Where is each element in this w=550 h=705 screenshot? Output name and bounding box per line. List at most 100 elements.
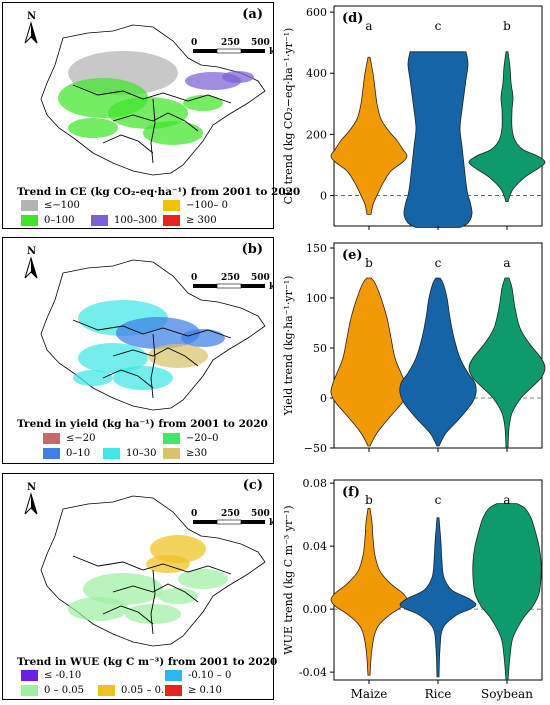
scale-unit: km bbox=[269, 518, 273, 528]
scale-tick-label: 500 bbox=[251, 273, 270, 283]
legend-label: 100–300 bbox=[114, 215, 158, 226]
legend-label: 0.05 – 0.10 bbox=[121, 685, 177, 696]
scale-bar: 0 250 500km bbox=[191, 509, 273, 528]
crop-trend-patch bbox=[68, 118, 118, 138]
scale-segment bbox=[216, 283, 242, 289]
legend-label: ≥ 0.10 bbox=[188, 685, 222, 696]
north-label: N bbox=[27, 482, 36, 493]
legend-item: ≤ -0.10 bbox=[21, 670, 81, 681]
map-graphic: N 0 250 500km bbox=[24, 11, 273, 176]
violin-soybean bbox=[468, 51, 546, 202]
legend-swatch bbox=[21, 685, 38, 696]
legend-item: ≥30 bbox=[163, 448, 207, 459]
map-graphic: N 0 250 500km bbox=[24, 246, 273, 411]
legend-item: 10–30 bbox=[103, 448, 156, 459]
y-tick-label: 0.08 bbox=[303, 477, 328, 490]
scale-segment bbox=[241, 49, 265, 53]
violin-maize bbox=[330, 507, 408, 676]
legend-item: 100–300 bbox=[91, 215, 157, 226]
crop-trend-patch bbox=[148, 344, 208, 368]
y-axis-label: WUE trend (kg C m⁻³ yr⁻¹) bbox=[282, 505, 295, 654]
y-tick-label: −50 bbox=[304, 442, 327, 455]
province-border bbox=[72, 555, 232, 575]
legend-item: -0.10 – 0 bbox=[165, 670, 231, 681]
significance-letter: a bbox=[503, 493, 510, 507]
legend-swatch bbox=[91, 215, 108, 226]
scale-segment bbox=[193, 49, 217, 53]
violin-panel: (e) −50 0 50 100 150 Yield trend (kg·ha⁻¹·yr⁻¹… bbox=[282, 242, 546, 455]
scale-bar: 0 250 500km bbox=[191, 38, 273, 57]
legend-swatch bbox=[43, 448, 60, 459]
y-tick-label: 400 bbox=[306, 67, 327, 80]
legend-item: −20–0 bbox=[163, 433, 218, 444]
y-tick-label: 0.00 bbox=[303, 603, 328, 616]
province-border bbox=[102, 369, 154, 389]
province-border bbox=[102, 134, 154, 154]
crop-trend-patch bbox=[181, 329, 225, 347]
y-tick-label: 100 bbox=[306, 292, 327, 305]
y-tick-label: 0.04 bbox=[303, 540, 328, 553]
violin-panel: (d) 0 200 400 600 CE trend (kg CO₂−eq·ha⁻¹·yr… bbox=[282, 5, 546, 230]
legend-label: -0.10 – 0 bbox=[188, 670, 232, 681]
legend-label: −100– 0 bbox=[186, 200, 229, 211]
north-arrow-icon: N bbox=[24, 482, 38, 515]
crop-trend-patch bbox=[125, 604, 181, 624]
panel-letter: (c) bbox=[242, 478, 263, 493]
significance-letter: b bbox=[365, 256, 373, 270]
legend-swatch bbox=[165, 685, 182, 696]
scale-tick-label: 250 bbox=[221, 509, 240, 519]
legend-label: ≥30 bbox=[186, 448, 208, 459]
panel-letter: (f) bbox=[342, 485, 360, 500]
violin-maize bbox=[330, 277, 408, 447]
crop-trend-patch bbox=[143, 121, 203, 145]
legend-swatch bbox=[163, 200, 180, 211]
legend-swatch bbox=[163, 215, 180, 226]
violin-maize bbox=[330, 56, 408, 215]
significance-letter: a bbox=[365, 19, 372, 33]
crop-trend-patch bbox=[113, 366, 173, 390]
legend-swatch bbox=[21, 200, 38, 211]
significance-letter: c bbox=[435, 19, 442, 33]
violin-rice bbox=[399, 277, 477, 447]
scale-tick-label: 0 bbox=[191, 509, 197, 519]
legend-label: ≤ -0.10 bbox=[44, 670, 82, 681]
violin-rice bbox=[403, 51, 473, 228]
scale-segment bbox=[193, 284, 217, 288]
crop-trend-patch bbox=[68, 597, 128, 621]
violin-panel: (f) -0.04 0.00 0.04 0.08 WUE trend (kg C m⁻³ … bbox=[282, 477, 543, 701]
scale-tick-label: 250 bbox=[221, 273, 240, 283]
legend-label: ≤−100 bbox=[44, 200, 80, 211]
scale-tick-label: 500 bbox=[251, 509, 270, 519]
scale-segment bbox=[241, 284, 265, 288]
map-panel-b: N 0 250 500km (b) Trend in yield (kg ha⁻¹) … bbox=[2, 237, 274, 464]
scale-segment bbox=[241, 520, 265, 524]
scale-tick-label: 0 bbox=[191, 273, 197, 283]
legend-item: ≤−20 bbox=[43, 433, 95, 444]
north-label: N bbox=[27, 11, 36, 22]
significance-letter: b bbox=[503, 19, 511, 33]
legend-swatch bbox=[163, 433, 180, 444]
crop-trend-patch bbox=[146, 555, 190, 573]
legend-item: 0 – 0.05 bbox=[21, 685, 84, 696]
scale-segment bbox=[193, 520, 217, 524]
y-tick-label: 0 bbox=[320, 189, 327, 202]
scale-tick-label: 0 bbox=[191, 38, 197, 48]
legend-label: 0 – 0.05 bbox=[44, 685, 84, 696]
scale-unit: km bbox=[269, 282, 273, 292]
violin-soybean bbox=[472, 503, 542, 681]
y-tick-label: 150 bbox=[306, 242, 327, 255]
legend-item: 0.05 – 0.10 bbox=[98, 685, 177, 696]
crop-trend-patch bbox=[158, 588, 198, 604]
y-tick-label: 0 bbox=[320, 392, 327, 405]
legend-item: 0–10 bbox=[43, 448, 90, 459]
scale-segment bbox=[216, 48, 242, 54]
y-tick-label: -0.04 bbox=[299, 666, 327, 679]
legend-swatch bbox=[21, 215, 38, 226]
panel-letter: (a) bbox=[242, 7, 263, 22]
crop-trend-patch bbox=[108, 97, 188, 129]
legend-swatch bbox=[165, 670, 182, 681]
legend-label: ≤−20 bbox=[66, 433, 96, 444]
province-border bbox=[112, 583, 199, 603]
map-panel-c: N 0 250 500km (c) Trend in WUE (kg C m⁻³) f… bbox=[2, 473, 277, 700]
significance-letter: c bbox=[435, 256, 442, 270]
